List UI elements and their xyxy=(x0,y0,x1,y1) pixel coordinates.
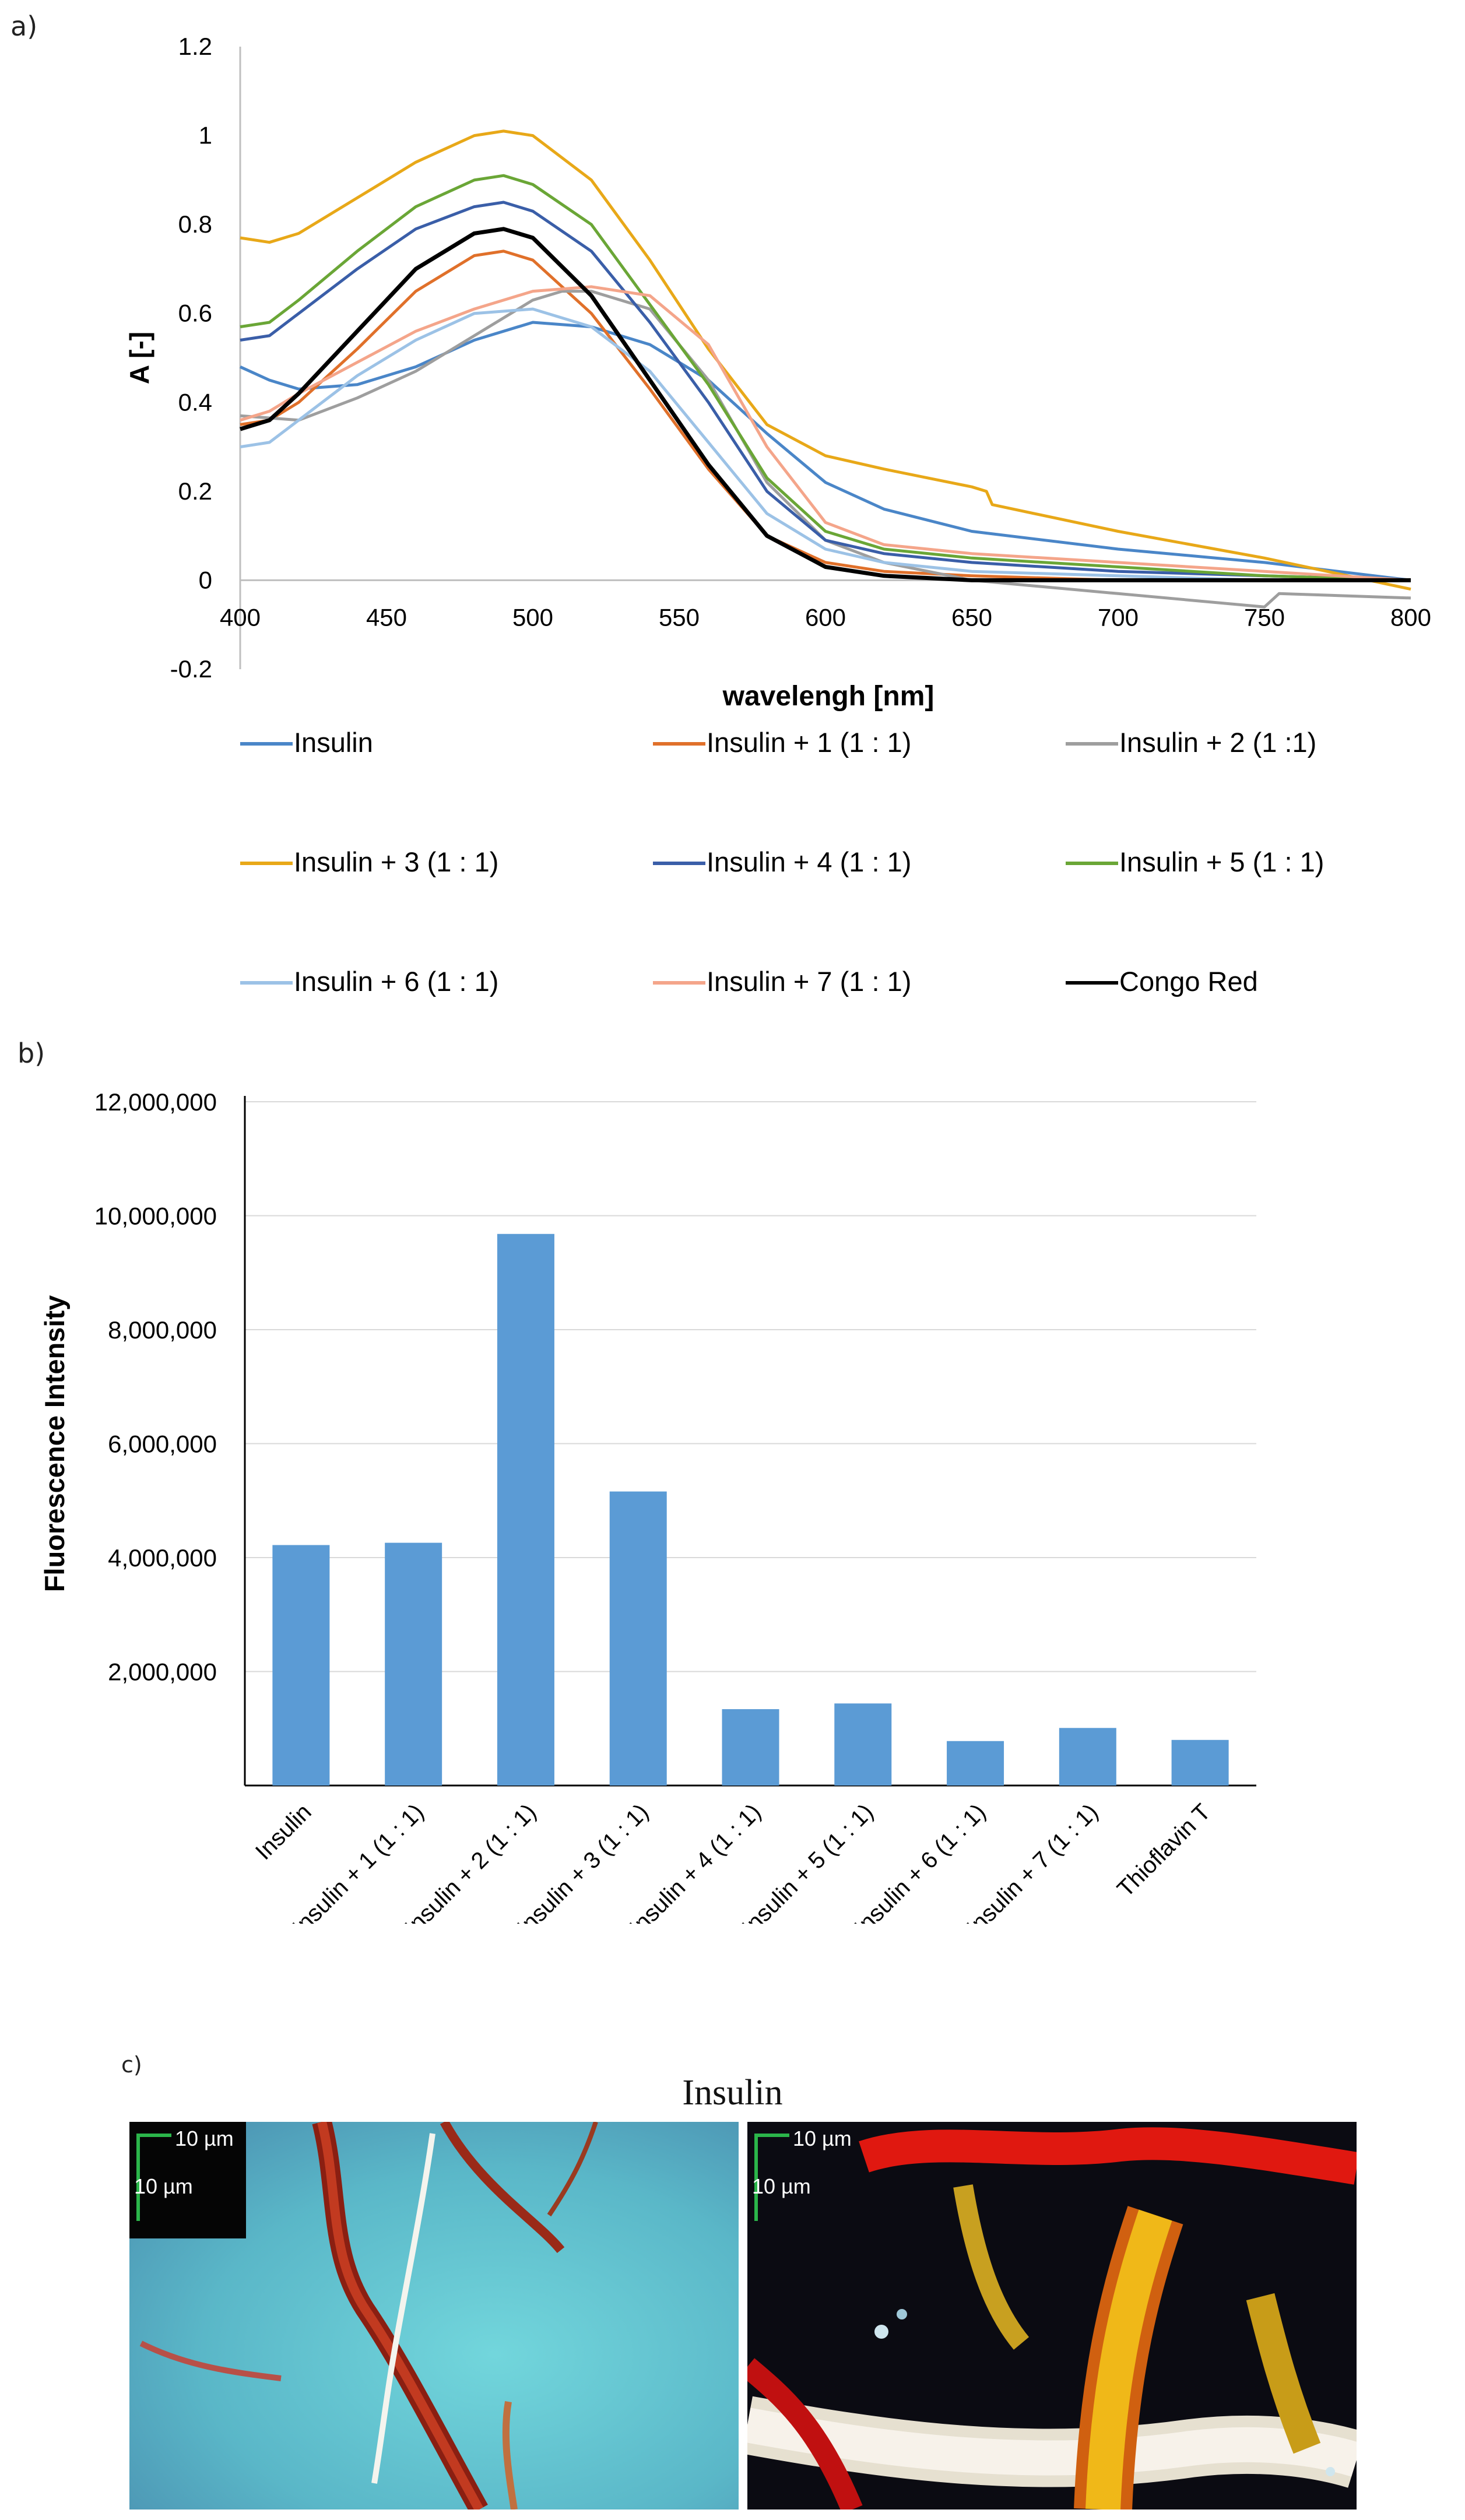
panel-label-a: a) xyxy=(10,10,38,42)
bar xyxy=(272,1545,330,1786)
series-line-2 xyxy=(240,249,1411,582)
x-tick-label: 800 xyxy=(1390,603,1431,631)
x-tick-label: 700 xyxy=(1098,603,1139,631)
bar xyxy=(1059,1728,1116,1786)
y-axis-title: Fluorescence Intensity xyxy=(39,1295,70,1592)
y-tick-label: 0.6 xyxy=(178,300,212,327)
bar xyxy=(834,1703,892,1786)
y-tick-label: 1 xyxy=(199,122,212,149)
bar xyxy=(609,1491,667,1786)
x-tick-label: 600 xyxy=(805,603,846,631)
legend-label: Insulin + 1 (1 : 1) xyxy=(707,727,911,758)
legend-label: Insulin + 3 (1 : 1) xyxy=(294,846,498,877)
legend-label: Insulin + 2 (1 :1) xyxy=(1119,727,1316,758)
y-tick-label: 12,000,000 xyxy=(94,1088,217,1116)
scale-label-y-left: 10 µm xyxy=(134,2174,193,2198)
legend-label: Insulin + 4 (1 : 1) xyxy=(707,846,911,877)
absorbance-line-chart: -0.2 0 0.2 0.4 0.6 0.8 1 1.2 400 450 500 550 600 650 7… xyxy=(124,33,1431,997)
micrograph-polarized: 10 µm 10 µm xyxy=(747,2122,1357,2510)
x-tick-label: 400 xyxy=(220,603,261,631)
bar xyxy=(722,1709,779,1786)
x-tick-label: 450 xyxy=(366,603,407,631)
series-line-1 xyxy=(239,321,1411,582)
fluorescence-bar-chart: 2,000,000 4,000,000 6,000,000 8,000,000 10,0… xyxy=(39,1088,1256,1924)
y-tick-label: 0.8 xyxy=(178,210,212,238)
bar xyxy=(1171,1739,1229,1786)
y-axis-title: A [-] xyxy=(124,332,154,384)
y-tick-label: 10,000,000 xyxy=(94,1203,217,1230)
y-tick-label: 2,000,000 xyxy=(108,1658,217,1686)
series-line-9 xyxy=(239,227,1411,582)
legend-label: Insulin + 7 (1 : 1) xyxy=(707,966,911,997)
x-tick-label: 650 xyxy=(951,603,992,631)
series-line-7 xyxy=(240,307,1411,582)
series-line-8 xyxy=(240,285,1411,582)
x-tick-label: Thioflavin T xyxy=(1112,1799,1215,1902)
x-tick-label: 550 xyxy=(659,603,700,631)
panel-label-b: b) xyxy=(17,1038,45,1069)
bar xyxy=(385,1542,442,1786)
y-tick-label: 0 xyxy=(199,566,212,593)
x-axis-title: wavelengh [nm] xyxy=(722,681,934,712)
y-tick-label: 1.2 xyxy=(178,33,212,60)
series-line-6 xyxy=(240,174,1411,582)
micrograph-brightfield: 10 µm 10 µm xyxy=(129,2122,739,2510)
scale-label-x-right: 10 µm xyxy=(793,2127,852,2150)
y-tick-label: 6,000,000 xyxy=(108,1431,217,1458)
y-tick-label: 0.2 xyxy=(178,477,212,505)
x-tick-label: 500 xyxy=(512,603,553,631)
bar xyxy=(497,1233,554,1786)
legend-label: Insulin xyxy=(294,727,373,758)
panel-label-c: c) xyxy=(121,2052,142,2078)
x-tick-label: Insulin xyxy=(251,1799,317,1865)
y-tick-label: 4,000,000 xyxy=(108,1544,217,1572)
legend-label: Insulin + 6 (1 : 1) xyxy=(294,966,498,997)
scale-label-y-right: 10 µm xyxy=(752,2174,811,2198)
y-tick-label: 0.4 xyxy=(178,388,212,416)
bar xyxy=(947,1741,1004,1786)
series-line-4 xyxy=(240,129,1411,591)
y-tick-label: -0.2 xyxy=(170,655,212,683)
micrograph-title: Insulin xyxy=(682,2073,783,2113)
series-line-5 xyxy=(240,201,1411,582)
y-tick-label: 8,000,000 xyxy=(108,1316,217,1344)
legend-label: Insulin + 5 (1 : 1) xyxy=(1119,846,1324,877)
scale-label-x-left: 10 µm xyxy=(175,2127,234,2150)
legend-label: Congo Red xyxy=(1119,966,1258,997)
